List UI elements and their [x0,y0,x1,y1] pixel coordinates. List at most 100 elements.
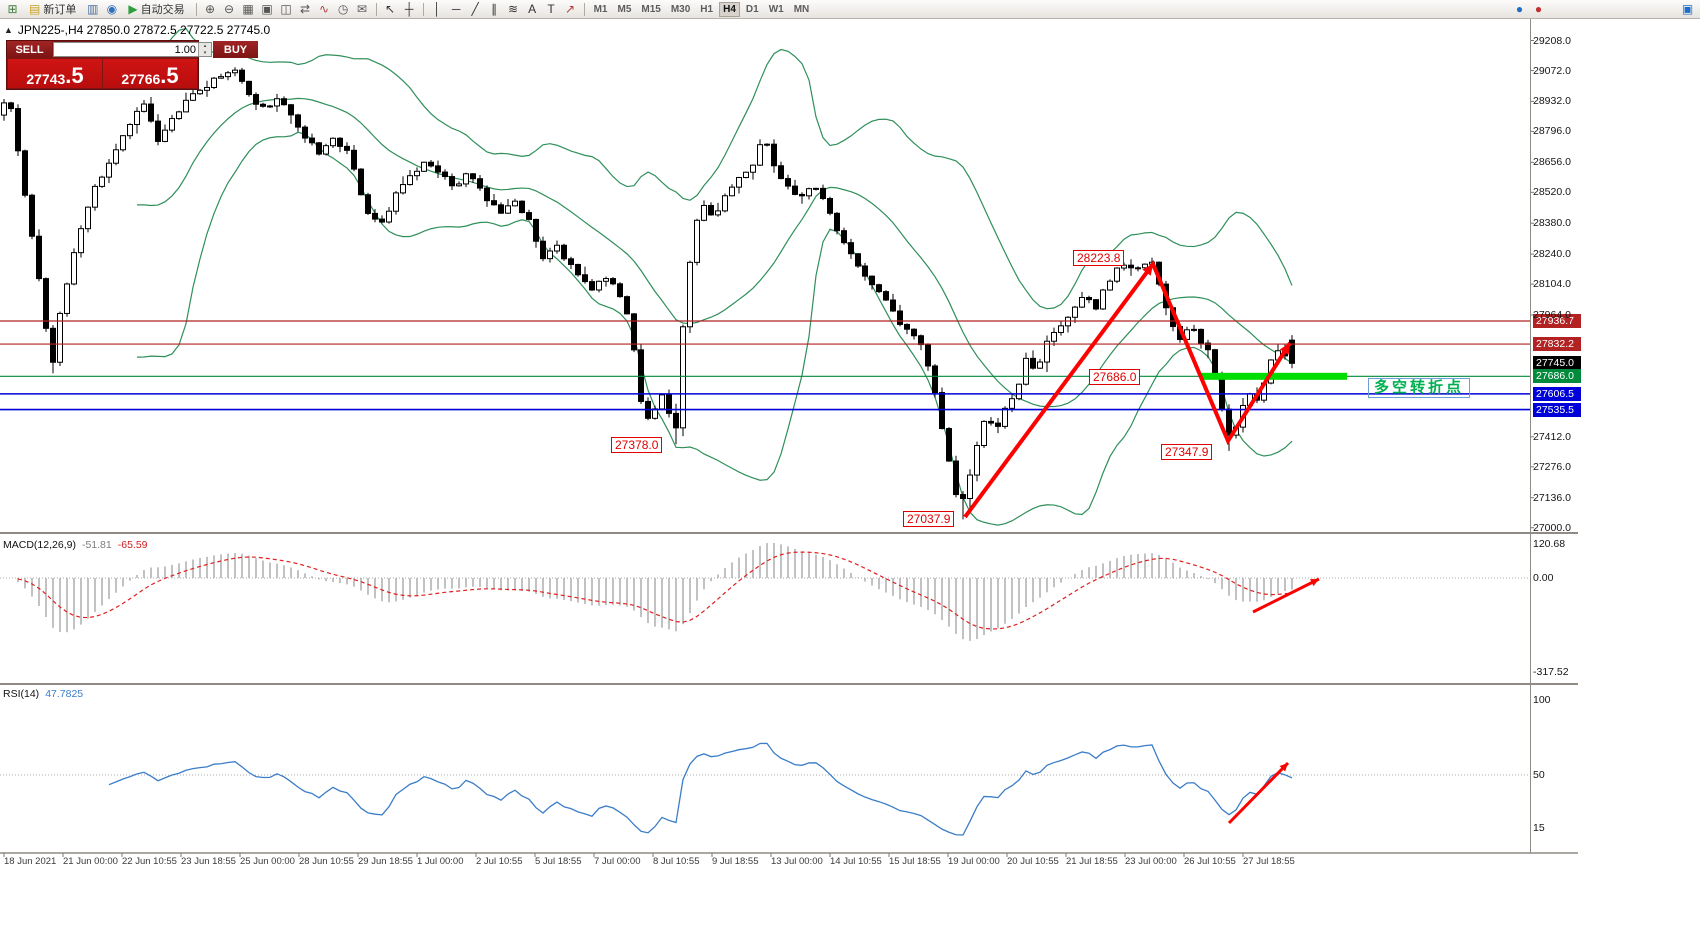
auto-trading-button[interactable]: ▶ 自动交易 [122,1,190,18]
price-annotation[interactable]: 27378.0 [611,437,663,453]
time-axis-label: 18 Jun 2021 [4,856,57,867]
rsi-trend-arrow[interactable] [1227,761,1290,825]
community-button[interactable]: ● [1511,1,1528,18]
macd-name: MACD(12,26,9) [3,539,76,551]
timeframe-w1-button[interactable]: W1 [768,3,784,15]
macd-signal-value: -65.59 [117,539,148,551]
volume-spinner: ▴ ▾ [198,43,211,56]
fibonacci-button[interactable]: ≋ [505,1,522,18]
horizontal-line-icon: ─ [451,2,461,16]
cascade-windows-button[interactable]: ◫ [278,1,295,18]
market-alert-button[interactable]: ● [1530,1,1547,18]
trendline-icon: ╱ [471,2,479,16]
timeframe-m1-button[interactable]: M1 [593,3,608,15]
channel-button[interactable]: ∥ [486,1,503,18]
volume-decrease-button[interactable]: ▾ [199,49,211,56]
trendline-button[interactable]: ╱ [467,1,484,18]
time-axis-label: 23 Jun 18:55 [181,856,236,867]
macd-scale-label: 0.00 [1533,572,1554,584]
chart-list-icon: ▥ [87,2,99,16]
zoom-in-button[interactable]: ⊕ [202,1,219,18]
toolbar-separator [422,2,424,16]
grid-icon: ▦ [242,2,254,16]
price-axis-label: 29072.0 [1533,64,1571,77]
trend-zigzag-arrow[interactable] [963,260,1292,519]
toolbar: ⊞ ▤ 新订单 ▥ ◉ ▶ 自动交易 ⊕ ⊖ ▦ ▣ ◫ ⇄ ∿ ◷ ✉ ↖ ┼ │ ─ ╱ ∥ ≋ A T ↗ M1 M5 M15 M… [0,0,1700,19]
buy-button[interactable]: BUY [213,41,258,58]
chart-list-button[interactable]: ▥ [84,1,101,18]
collapse-icon[interactable]: ▲ [4,25,13,35]
timeframe-m5-button[interactable]: M5 [617,3,632,15]
price-level-tag: 27606.5 [1533,386,1581,401]
grid-button[interactable]: ▦ [240,1,257,18]
zoom-in-icon: ⊕ [205,2,216,16]
support-highlight-bar[interactable] [1200,372,1347,380]
volume-input[interactable] [54,43,198,56]
time-axis-label: 1 Jul 00:00 [417,856,464,867]
timeframe-m15-button[interactable]: M15 [641,3,661,15]
profiles-button[interactable]: ◉ [103,1,120,18]
horizontal-line-button[interactable]: ─ [448,1,465,18]
price-level-tag: 27686.0 [1533,369,1581,384]
cursor-icon: ↖ [385,2,396,16]
price-level-tag: 27832.2 [1533,337,1581,352]
channel-icon: ∥ [491,2,498,16]
time-axis-label: 7 Jul 00:00 [594,856,641,867]
fibonacci-icon: ≋ [508,2,519,16]
tile-windows-icon: ▣ [261,2,273,16]
timeframe-m30-button[interactable]: M30 [670,3,691,15]
turning-point-note[interactable]: 多空转折点 [1368,378,1471,398]
indicators-button[interactable]: ∿ [316,1,333,18]
cursor-button[interactable]: ↖ [382,1,399,18]
buy-price-button[interactable]: 27766.5 [103,59,197,88]
auto-scroll-icon: ⇄ [300,2,311,16]
buy-price-main: 27766 [121,71,161,87]
time-axis-label: 14 Jul 10:55 [830,856,882,867]
price-annotation[interactable]: 27037.9 [903,511,955,527]
price-axis-label: 27276.0 [1533,460,1571,473]
cascade-windows-icon: ◫ [280,2,292,16]
dock-button[interactable]: ▣ [1679,1,1696,18]
time-axis-label: 5 Jul 18:55 [535,856,582,867]
label-tool-icon: T [547,2,555,16]
price-axis-label: 28104.0 [1533,278,1571,291]
macd-trend-arrow[interactable] [1252,577,1320,614]
price-annotation[interactable]: 28223.8 [1073,250,1125,266]
time-axis-label: 19 Jul 00:00 [948,856,1000,867]
bollinger-band [136,131,1293,526]
crosshair-button[interactable]: ┼ [401,1,418,18]
timeframe-h1-button[interactable]: H1 [700,3,714,15]
timeframe-mn-button[interactable]: MN [793,3,810,15]
rsi-scale-label: 15 [1533,821,1545,834]
price-axis-label: 27000.0 [1533,521,1571,534]
tile-windows-button[interactable]: ▣ [259,1,276,18]
sell-button[interactable]: SELL [7,41,52,58]
arrows-tool-button[interactable]: ↗ [562,1,579,18]
price-annotation[interactable]: 27686.0 [1089,369,1141,385]
text-tool-button[interactable]: A [524,1,541,18]
price-level-tag: 27745.0 [1533,356,1581,371]
zoom-out-icon: ⊖ [224,2,235,16]
symbol-ohlc-text: JPN225-,H4 27850.0 27872.5 27722.5 27745… [17,23,271,37]
buy-price-pips: .5 [160,63,179,89]
mail-button[interactable]: ✉ [354,1,371,18]
new-chart-button[interactable]: ⊞ [4,1,21,18]
new-order-button[interactable]: ▤ 新订单 [23,1,82,18]
sell-price-button[interactable]: 27743.5 [8,59,102,88]
zoom-out-button[interactable]: ⊖ [221,1,238,18]
vertical-line-button[interactable]: │ [429,1,446,18]
bollinger-band [136,27,1293,310]
macd-main-value: -51.81 [81,539,112,551]
timeframe-d1-button[interactable]: D1 [745,3,759,15]
rsi-name: RSI(14) [3,688,40,700]
auto-scroll-button[interactable]: ⇄ [297,1,314,18]
new-order-icon: ▤ [29,2,41,16]
timeframe-h4-button[interactable]: H4 [719,1,740,17]
period-button[interactable]: ◷ [335,1,352,18]
volume-increase-button[interactable]: ▴ [199,43,211,50]
label-tool-button[interactable]: T [543,1,560,18]
price-annotation[interactable]: 27347.9 [1161,444,1213,460]
vertical-line-icon: │ [433,2,441,16]
